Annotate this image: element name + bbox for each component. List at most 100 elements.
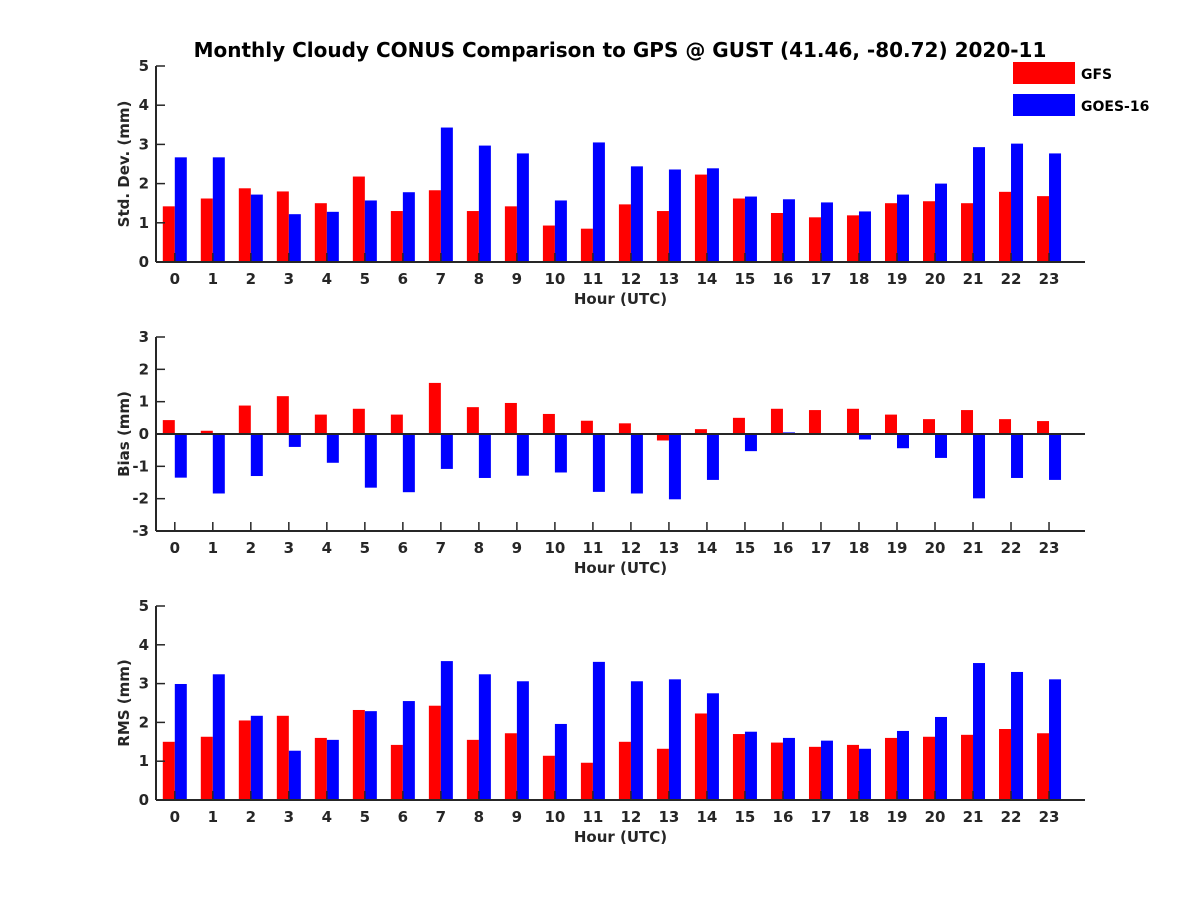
x-tick-label: 2 (246, 270, 256, 288)
x-axis-label: Hour (UTC) (574, 559, 667, 577)
x-tick-label: 1 (208, 270, 218, 288)
x-tick-label: 10 (544, 270, 565, 288)
bar-gfs-2 (238, 720, 251, 800)
bar-gfs-8 (466, 739, 479, 800)
x-tick-label: 6 (398, 808, 408, 826)
bar-goes16-1 (212, 674, 225, 800)
bar-gfs-14 (694, 174, 707, 262)
bar-gfs-20 (923, 736, 935, 800)
bar-gfs-14 (694, 713, 707, 800)
bar-goes16-12 (630, 681, 643, 800)
bar-goes16-13 (668, 679, 681, 800)
bar-goes16-11 (592, 661, 605, 800)
x-tick-label: 7 (436, 270, 446, 288)
bar-goes16-11 (592, 142, 605, 262)
bar-goes16-2 (250, 434, 263, 477)
x-tick-label: 4 (322, 270, 332, 288)
bar-goes16-10 (554, 434, 567, 473)
bar-gfs-11 (580, 762, 593, 800)
y-tick-label: 4 (139, 636, 149, 654)
bar-gfs-9 (504, 206, 517, 262)
bar-goes16-14 (706, 434, 719, 480)
bar-goes16-0 (174, 683, 187, 800)
x-tick-label: 14 (697, 808, 718, 826)
bar-gfs-16 (770, 742, 783, 800)
y-tick-label: 0 (139, 791, 149, 809)
bar-gfs-5 (352, 408, 365, 434)
x-tick-label: 4 (322, 808, 332, 826)
bar-gfs-17 (808, 746, 821, 800)
bar-gfs-1 (200, 430, 213, 434)
x-tick-label: 12 (620, 539, 641, 557)
bar-goes16-15 (744, 731, 757, 800)
bar-goes16-16 (782, 737, 795, 800)
bar-goes16-4 (326, 434, 339, 463)
bar-goes16-7 (440, 434, 453, 469)
x-tick-label: 4 (322, 539, 332, 557)
x-tick-label: 11 (582, 539, 603, 557)
bar-gfs-10 (542, 755, 555, 800)
x-axis-label: Hour (UTC) (574, 290, 667, 308)
x-tick-label: 9 (512, 539, 522, 557)
bar-goes16-7 (440, 127, 453, 262)
y-tick-label: 2 (139, 360, 149, 378)
bar-goes16-23 (1049, 679, 1062, 800)
x-tick-label: 17 (811, 539, 832, 557)
x-tick-label: 0 (170, 270, 180, 288)
x-tick-label: 0 (170, 539, 180, 557)
bar-goes16-17 (820, 740, 833, 800)
bar-goes16-20 (935, 716, 947, 800)
x-tick-label: 22 (1001, 539, 1022, 557)
bar-goes16-23 (1049, 153, 1062, 262)
bar-gfs-7 (428, 705, 441, 800)
bar-gfs-4 (314, 414, 327, 434)
bar-goes16-9 (516, 681, 529, 800)
bar-gfs-20 (923, 201, 935, 262)
bar-gfs-10 (542, 413, 555, 434)
x-tick-label: 11 (582, 808, 603, 826)
bar-goes16-12 (630, 166, 643, 262)
x-tick-label: 23 (1039, 270, 1060, 288)
y-tick-label: -3 (132, 522, 149, 540)
bar-gfs-22 (999, 191, 1012, 262)
bar-gfs-18 (846, 215, 859, 262)
x-tick-label: 5 (360, 808, 370, 826)
bar-gfs-23 (1037, 421, 1050, 434)
bar-goes16-3 (288, 214, 301, 262)
x-tick-label: 5 (360, 539, 370, 557)
y-tick-label: 3 (139, 675, 149, 693)
bar-gfs-15 (732, 417, 745, 434)
bar-goes16-13 (668, 169, 681, 262)
bar-goes16-3 (288, 434, 301, 447)
bar-gfs-9 (504, 733, 517, 800)
x-tick-label: 20 (925, 808, 946, 826)
x-tick-label: 12 (620, 270, 641, 288)
bar-goes16-22 (1011, 143, 1024, 262)
y-tick-label: 5 (139, 57, 149, 75)
bar-goes16-23 (1049, 434, 1062, 480)
y-axis-label: Std. Dev. (mm) (115, 101, 133, 228)
x-tick-label: 15 (735, 539, 756, 557)
x-tick-label: 2 (246, 539, 256, 557)
bar-gfs-0 (162, 206, 175, 262)
bar-goes16-20 (935, 183, 947, 262)
bar-gfs-6 (390, 744, 403, 800)
bar-goes16-13 (668, 434, 681, 500)
bar-gfs-23 (1037, 196, 1050, 262)
x-tick-label: 18 (849, 270, 870, 288)
x-tick-label: 13 (658, 270, 679, 288)
x-tick-label: 0 (170, 808, 180, 826)
bar-goes16-14 (706, 693, 719, 800)
bar-goes16-1 (212, 157, 225, 262)
x-tick-label: 18 (849, 808, 870, 826)
legend: GFS GOES-16 (1013, 62, 1149, 116)
x-tick-label: 21 (963, 539, 984, 557)
x-tick-label: 1 (208, 539, 218, 557)
x-tick-label: 14 (697, 270, 718, 288)
bar-gfs-15 (732, 734, 745, 800)
y-axis-label: RMS (mm) (115, 659, 133, 746)
chart-title: Monthly Cloudy CONUS Comparison to GPS @… (194, 38, 1047, 62)
bar-goes16-3 (288, 750, 301, 800)
